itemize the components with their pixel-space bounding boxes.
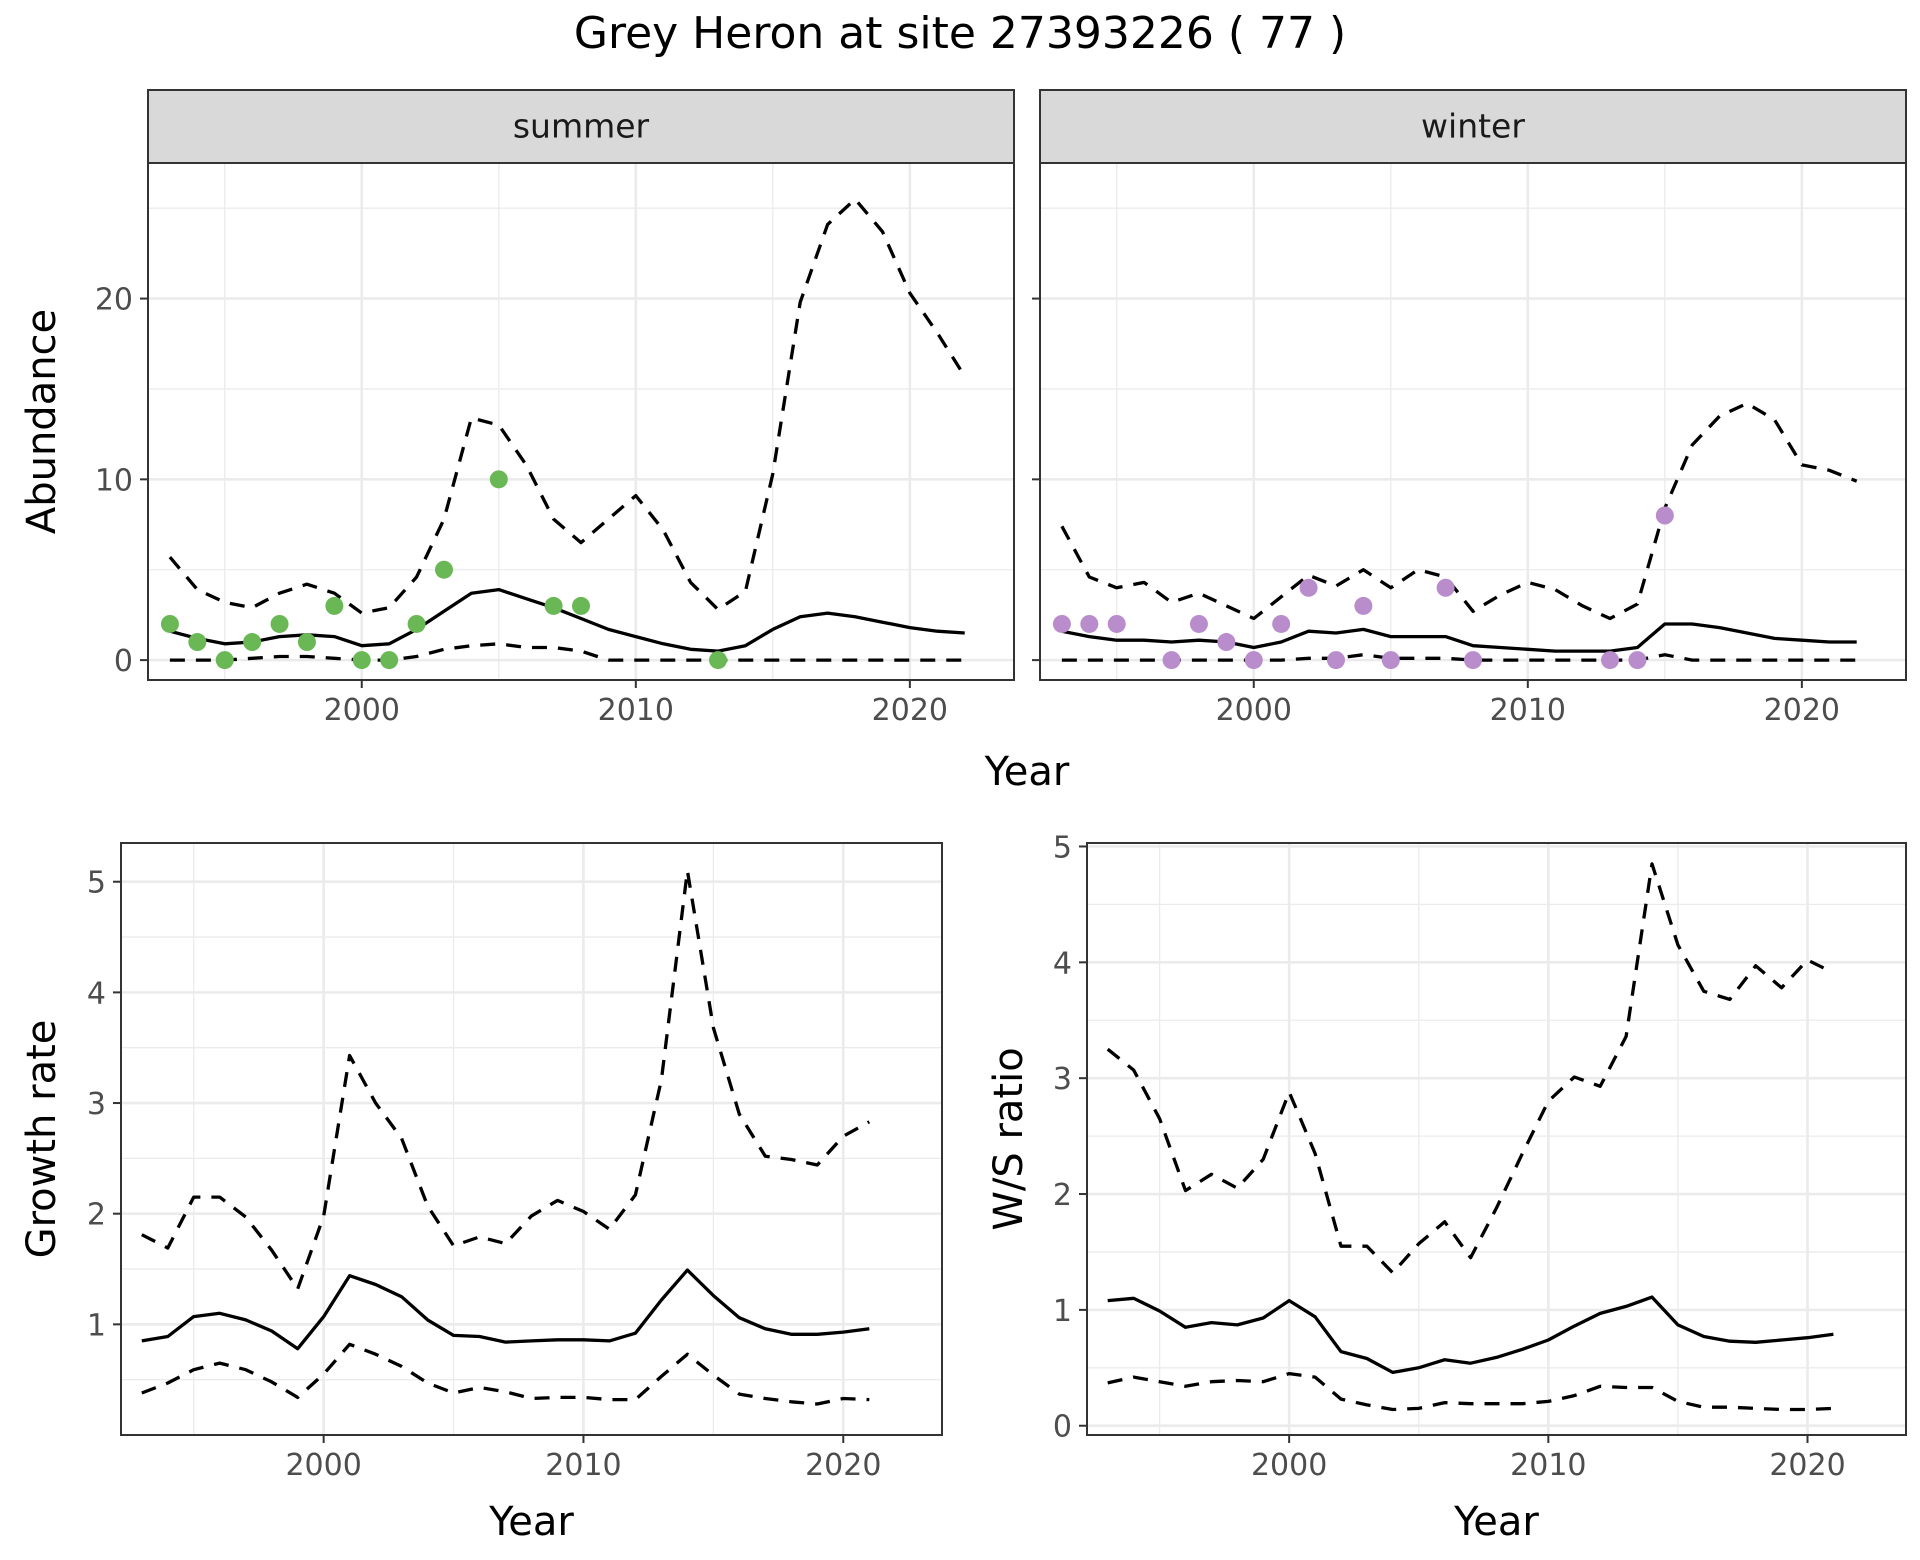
facet-strip: [147, 89, 1015, 164]
y-tick-label: 5: [1053, 830, 1072, 865]
facet-panel-summer: summer 2000 2010 2020 0 10 20: [95, 89, 1015, 728]
data-point: [544, 596, 563, 615]
x-tick-label: 2020: [1769, 1448, 1845, 1483]
data-point: [709, 651, 728, 670]
x-tick-label: 2000: [1216, 693, 1292, 728]
growth-rate-chart: 2000 2010 2020 1 2 3 4 5 Year Growth rate: [19, 842, 943, 1545]
series-line-lower: [141, 1342, 870, 1406]
data-point: [188, 633, 207, 652]
series-line-lower: [1107, 1371, 1834, 1412]
data-point: [160, 614, 179, 633]
data-point: [1326, 651, 1345, 670]
series-line-estimate: [1061, 622, 1857, 653]
y-axis-title: Growth rate: [19, 1020, 65, 1259]
data-point: [1217, 633, 1236, 652]
x-axis-title: Year: [488, 1499, 574, 1545]
data-point: [1244, 651, 1263, 670]
data-point: [1628, 651, 1647, 670]
x-tick-label: 2000: [324, 693, 400, 728]
x-tick-label: 2010: [1510, 1448, 1586, 1483]
panel-border: [120, 842, 943, 1436]
data-point: [352, 651, 371, 670]
y-tick-label: 20: [95, 283, 133, 318]
y-tick-label: 4: [1053, 946, 1072, 981]
ws-ratio-chart: 2000 2010 2020 0 1 2 3 4 5 Year W/S ratio: [986, 830, 1907, 1545]
series-line-upper: [141, 869, 871, 1291]
data-point: [434, 560, 453, 579]
data-point: [215, 651, 234, 670]
figure-title: Grey Heron at site 27393226 ( 77 ): [574, 8, 1346, 59]
abundance-chart: summer 2000 2010 2020 0 10 20 winter 2000 2010 202…: [19, 89, 1907, 795]
data-point: [1107, 614, 1126, 633]
y-tick-label: 3: [1053, 1062, 1072, 1097]
series-line-estimate: [169, 587, 965, 653]
y-tick-label: 2: [87, 1198, 106, 1233]
data-point: [297, 633, 316, 652]
data-point: [572, 596, 590, 615]
facet-strip-label: summer: [513, 107, 650, 146]
y-tick-label: 0: [114, 644, 133, 679]
data-point: [1299, 578, 1318, 597]
data-point: [380, 651, 399, 670]
x-axis-title: Year: [1453, 1499, 1539, 1545]
data-point: [270, 614, 289, 633]
x-tick-label: 2010: [1490, 693, 1566, 728]
series-line-upper: [1106, 862, 1835, 1275]
data-point: [1080, 614, 1099, 633]
y-tick-label: 1: [87, 1308, 106, 1343]
data-point: [1162, 651, 1181, 670]
data-point: [489, 470, 508, 489]
data-point: [1354, 596, 1373, 615]
y-tick-label: 2: [1053, 1178, 1072, 1213]
x-tick-label: 2020: [805, 1448, 881, 1483]
facet-strip-label: winter: [1421, 107, 1525, 146]
series-line-lower: [169, 642, 965, 662]
data-point: [1052, 614, 1071, 633]
facet-strip: [1039, 89, 1907, 164]
y-axis-title: Abundance: [19, 309, 65, 534]
data-point: [1464, 651, 1482, 670]
y-tick-label: 5: [87, 866, 106, 901]
series-line-estimate: [1107, 1295, 1834, 1375]
panel-border: [1086, 842, 1907, 1436]
y-tick-label: 1: [1053, 1294, 1072, 1329]
data-point: [325, 596, 344, 615]
x-tick-label: 2010: [598, 693, 674, 728]
data-point: [407, 614, 426, 633]
x-tick-label: 2000: [1251, 1448, 1327, 1483]
y-axis-title: W/S ratio: [986, 1047, 1032, 1230]
x-tick-label: 2020: [872, 693, 948, 728]
data-point: [1601, 651, 1620, 670]
series-line-estimate: [141, 1268, 870, 1351]
x-tick-label: 2020: [1764, 693, 1840, 728]
series-line-lower: [1061, 653, 1857, 662]
data-point: [1436, 578, 1455, 597]
data-point: [1189, 614, 1208, 633]
series-line-upper: [1060, 401, 1858, 621]
x-tick-label: 2000: [285, 1448, 361, 1483]
data-point: [243, 633, 262, 652]
y-tick-label: 0: [1053, 1410, 1072, 1445]
data-point: [1655, 506, 1674, 525]
y-tick-label: 4: [87, 976, 106, 1011]
x-axis-title: Year: [984, 749, 1070, 795]
y-tick-label: 3: [87, 1087, 106, 1122]
series-line-upper: [168, 197, 967, 615]
facet-panel-winter: winter 2000 2010 2020: [1032, 89, 1907, 728]
data-point: [1381, 651, 1400, 670]
x-tick-label: 2010: [545, 1448, 621, 1483]
data-point: [1272, 614, 1291, 633]
y-tick-label: 10: [95, 463, 133, 498]
